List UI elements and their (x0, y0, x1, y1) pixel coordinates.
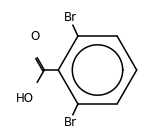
Text: O: O (30, 30, 39, 43)
Text: Br: Br (64, 116, 77, 129)
Text: HO: HO (16, 92, 34, 104)
Text: Br: Br (64, 11, 77, 24)
